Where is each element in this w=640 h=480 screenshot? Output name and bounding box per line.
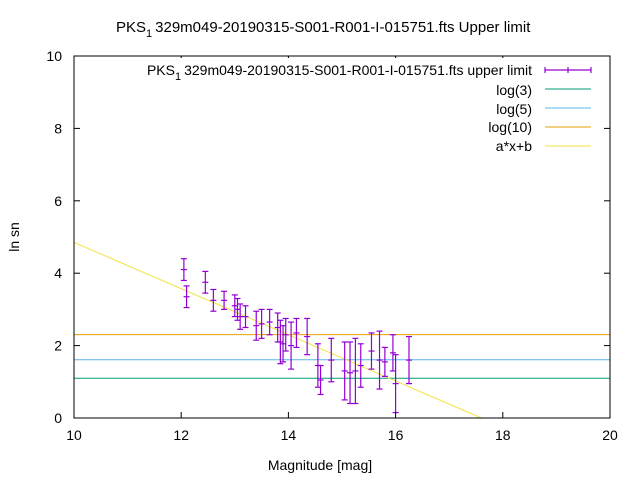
data-point [328,337,335,383]
data-point [282,317,289,352]
legend-swatch-points [544,67,592,73]
data-point [237,303,244,330]
plot-frame [73,55,611,419]
data-point [183,285,190,309]
data-point [210,288,217,312]
y-tick-label: 8 [54,120,62,136]
data-point [202,270,209,294]
data-point [368,332,375,370]
data-point [280,325,287,363]
data-point [304,317,311,356]
data-point [288,321,295,370]
data-point [381,346,388,377]
legend: PKS1 329m049-20190315-S001-R001-I-015751.… [80,58,602,160]
data-point [253,310,260,341]
data-point [389,334,396,372]
legend-label-log3: log(3) [496,82,532,98]
data-point [357,343,364,388]
y-axis-label: ln sn [6,222,22,252]
x-tick-label: 14 [281,427,297,443]
data-point [180,258,187,282]
x-tick-label: 16 [388,427,404,443]
legend-label-log5: log(5) [496,101,532,117]
plot-area [74,241,610,418]
x-tick-label: 20 [602,427,618,443]
data-point [221,290,228,310]
data-point [266,308,273,336]
data-point [347,341,354,405]
y-tick-label: 4 [54,265,62,281]
data-point [341,341,348,401]
data-point [277,319,284,365]
x-axis-label: Magnitude [mag] [268,457,372,473]
x-tick-label: 10 [66,427,82,443]
legend-background [80,58,602,160]
plot-inner [74,241,610,418]
y-tick-label: 10 [46,48,62,64]
chart-title: PKS1 329m049-20190315-S001-R001-I-015751.… [116,19,531,40]
y-tick-label: 6 [54,193,62,209]
legend-label-fit: a*x+b [496,138,532,154]
data-point [352,337,359,405]
data-point [406,335,412,385]
y-tick-label: 2 [54,338,62,354]
x-tick-label: 18 [495,427,511,443]
data-point [258,308,265,339]
legend-label-points: PKS1 329m049-20190315-S001-R001-I-015751.… [147,62,532,83]
data-point [293,317,300,349]
y-tick-label: 0 [54,410,62,426]
data-point [242,305,249,329]
axes: 10 12 14 16 18 20 0 2 4 6 8 10 [46,48,618,443]
data-point [317,364,324,396]
data-point [376,330,383,390]
x-tick-label: 12 [173,427,189,443]
legend-label-log10: log(10) [488,119,532,135]
